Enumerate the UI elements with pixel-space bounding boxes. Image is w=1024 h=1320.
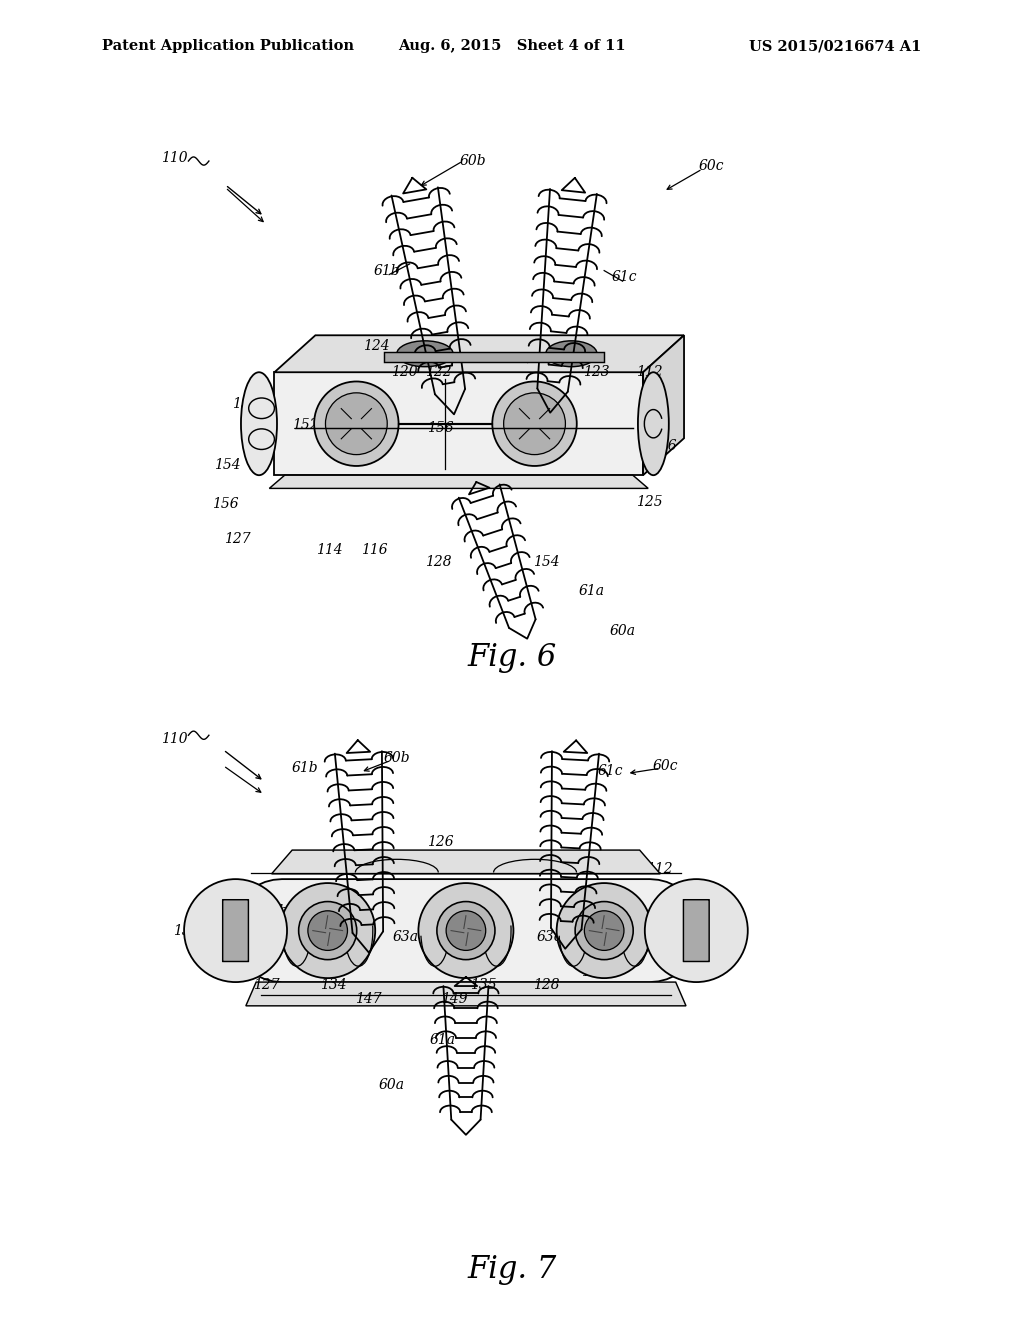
Polygon shape: [230, 879, 701, 982]
Text: 61a: 61a: [579, 585, 605, 598]
Text: 62a: 62a: [427, 904, 454, 917]
Circle shape: [557, 883, 651, 978]
Text: 63a: 63a: [392, 931, 419, 944]
Text: 134: 134: [321, 978, 347, 991]
Text: 62c: 62c: [571, 904, 596, 917]
Text: 127: 127: [253, 978, 280, 991]
Circle shape: [575, 902, 633, 960]
Circle shape: [493, 381, 577, 466]
Text: 156: 156: [427, 421, 454, 434]
Text: 128: 128: [425, 556, 452, 569]
Text: 120: 120: [391, 366, 418, 379]
Circle shape: [585, 911, 624, 950]
Text: 154: 154: [534, 556, 560, 569]
Text: Aug. 6, 2015   Sheet 4 of 11: Aug. 6, 2015 Sheet 4 of 11: [398, 40, 626, 53]
Circle shape: [299, 902, 356, 960]
Polygon shape: [269, 475, 648, 488]
Text: Fig. 7: Fig. 7: [467, 1254, 557, 1286]
Text: 61b: 61b: [292, 762, 318, 775]
Circle shape: [326, 393, 387, 454]
Text: 116: 116: [361, 544, 388, 557]
Text: 124: 124: [364, 339, 390, 352]
Text: 146: 146: [357, 857, 384, 870]
Text: 60c: 60c: [653, 759, 678, 772]
Polygon shape: [274, 335, 684, 372]
Polygon shape: [271, 850, 660, 874]
Circle shape: [437, 902, 495, 960]
Text: 112: 112: [636, 366, 663, 379]
Ellipse shape: [638, 372, 669, 475]
Circle shape: [419, 883, 513, 978]
Text: 63b: 63b: [257, 931, 284, 944]
Text: 149: 149: [441, 993, 468, 1006]
Text: 110: 110: [161, 733, 187, 746]
Text: 188: 188: [581, 965, 607, 978]
Text: 60a: 60a: [609, 624, 636, 638]
Text: 112: 112: [646, 862, 673, 875]
Text: 135: 135: [470, 978, 497, 991]
Text: 61b: 61b: [374, 264, 400, 277]
Text: 114: 114: [316, 544, 343, 557]
FancyBboxPatch shape: [222, 900, 249, 961]
Text: 125: 125: [636, 495, 663, 508]
Text: 152: 152: [417, 857, 443, 870]
Text: 127: 127: [224, 532, 251, 545]
Text: Fig. 6: Fig. 6: [467, 642, 557, 673]
Text: 123: 123: [583, 366, 609, 379]
Text: 125: 125: [212, 886, 239, 899]
Text: 136: 136: [650, 440, 677, 453]
Circle shape: [504, 393, 565, 454]
Ellipse shape: [241, 372, 278, 475]
Text: 126: 126: [427, 836, 454, 849]
Text: 61c: 61c: [612, 271, 637, 284]
Circle shape: [446, 911, 485, 950]
Text: 130: 130: [321, 904, 347, 917]
Text: 62b: 62b: [261, 904, 288, 917]
Text: 154: 154: [214, 458, 241, 471]
FancyBboxPatch shape: [683, 900, 710, 961]
Text: 61c: 61c: [598, 764, 623, 777]
Text: 63c: 63c: [537, 931, 561, 944]
Text: 148: 148: [478, 857, 505, 870]
Text: 136: 136: [646, 927, 673, 940]
Text: US 2015/0216674 A1: US 2015/0216674 A1: [750, 40, 922, 53]
Circle shape: [184, 879, 287, 982]
Circle shape: [281, 883, 375, 978]
Polygon shape: [246, 982, 686, 1006]
Text: 61a: 61a: [429, 1034, 456, 1047]
Text: 152: 152: [292, 418, 318, 432]
Text: 155: 155: [509, 421, 536, 434]
Text: 147: 147: [355, 993, 382, 1006]
Polygon shape: [274, 372, 643, 475]
Text: 156: 156: [212, 498, 239, 511]
Text: 155: 155: [232, 397, 259, 411]
Circle shape: [314, 381, 398, 466]
Text: 137: 137: [173, 924, 200, 937]
Text: Patent Application Publication: Patent Application Publication: [102, 40, 354, 53]
Circle shape: [645, 879, 748, 982]
Text: 60b: 60b: [384, 751, 411, 764]
Ellipse shape: [546, 341, 597, 367]
Text: 190: 190: [217, 965, 244, 978]
Circle shape: [308, 911, 347, 950]
Text: 110: 110: [161, 152, 187, 165]
Text: 60c: 60c: [699, 160, 724, 173]
Ellipse shape: [396, 341, 453, 367]
Text: 60b: 60b: [460, 154, 486, 168]
Text: 60a: 60a: [378, 1078, 404, 1092]
Polygon shape: [384, 352, 604, 362]
Text: 128: 128: [534, 978, 560, 991]
Text: 122: 122: [425, 366, 452, 379]
Polygon shape: [643, 335, 684, 475]
